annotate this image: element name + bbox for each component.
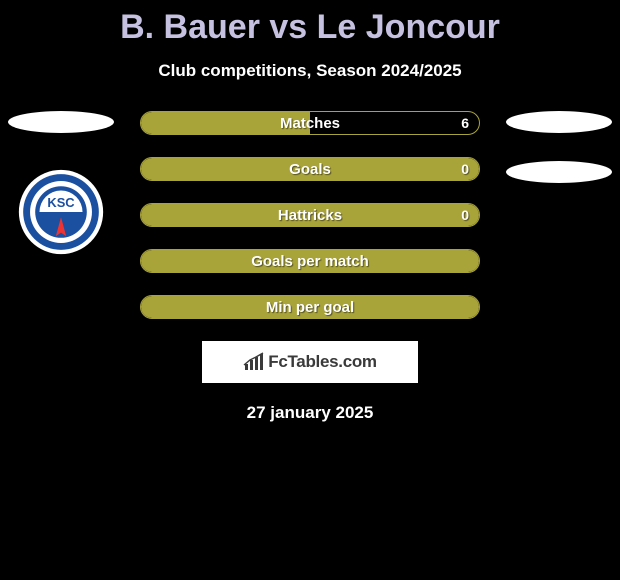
right-ellipse-2 [506,161,612,183]
subtitle: Club competitions, Season 2024/2025 [0,61,620,81]
stat-row: Min per goal [140,295,480,319]
stat-bars: Matches6Goals0Hattricks0Goals per matchM… [140,111,480,319]
left-ellipse [8,111,114,133]
brand-box: FcTables.com [202,341,418,383]
bar-label: Min per goal [141,299,479,316]
bar-label: Goals [141,161,479,178]
logo-letters: KSC [47,195,74,210]
bar-right-value: 0 [461,161,469,177]
date-text: 27 january 2025 [0,403,620,423]
stat-row: Hattricks0 [140,203,480,227]
right-team-column [504,111,614,183]
stat-row: Goals0 [140,157,480,181]
stat-row: Goals per match [140,249,480,273]
bar-label: Hattricks [141,207,479,224]
bar-right-value: 0 [461,207,469,223]
stat-row: Matches6 [140,111,480,135]
bar-label: Goals per match [141,253,479,270]
bar-label: Matches [141,115,479,132]
bar-right-value: 6 [461,115,469,131]
right-ellipse-1 [506,111,612,133]
left-team-column: KSC [6,111,116,255]
brand-text: FcTables.com [268,352,377,372]
bar-chart-icon [243,352,265,372]
left-club-logo: KSC [18,169,104,255]
page-title: B. Bauer vs Le Joncour [0,0,620,47]
stats-area: KSC Matches6Goals0Hattricks0Goals per ma… [0,111,620,319]
